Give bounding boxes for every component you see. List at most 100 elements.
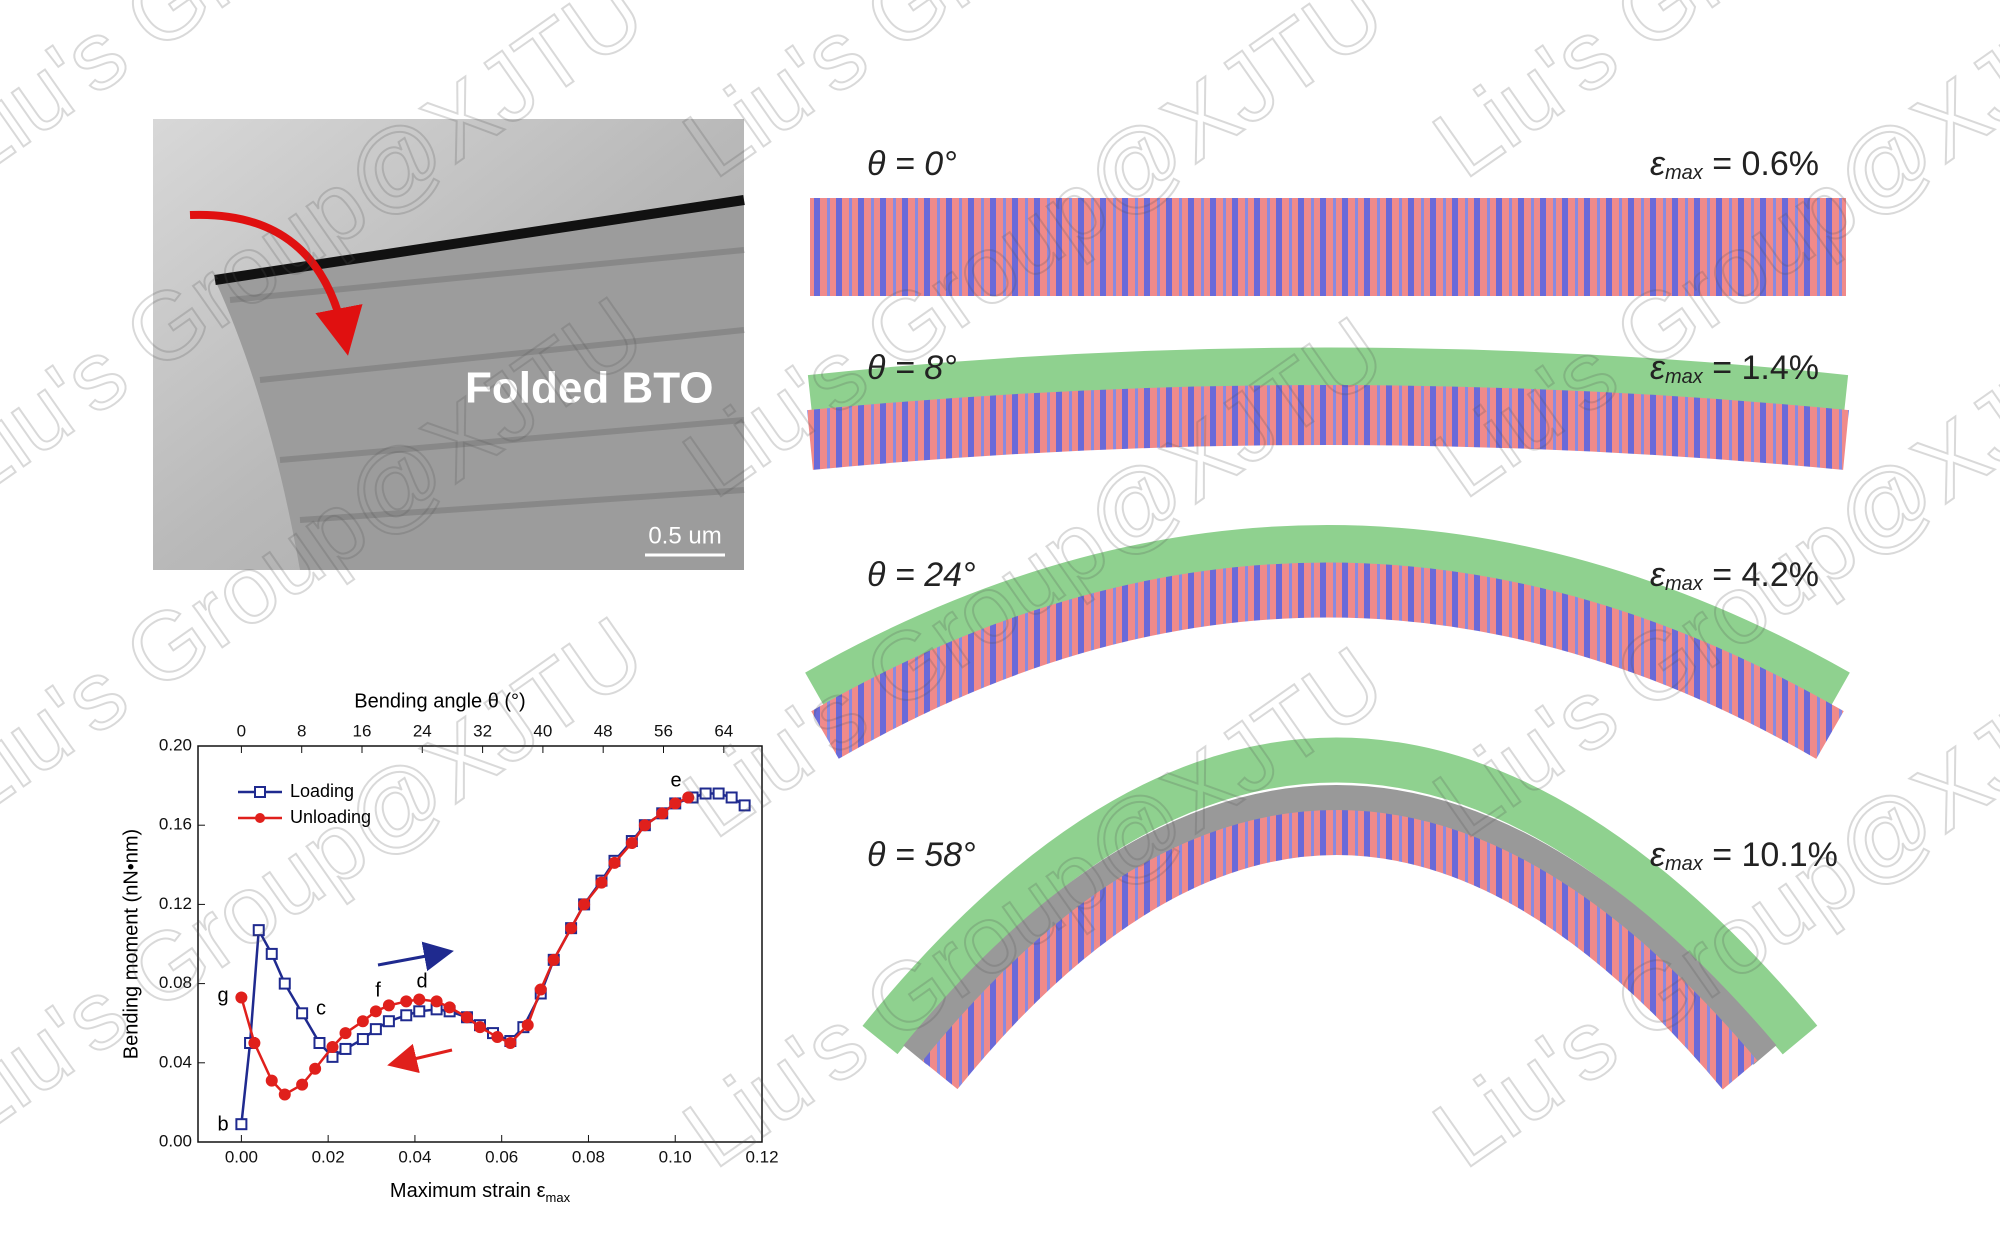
marker [738, 799, 751, 812]
y-axis-label: Bending moment (nN•nm) [120, 829, 142, 1059]
series-line [240, 796, 689, 1097]
y-tick-label: 0.04 [159, 1052, 192, 1071]
marker [265, 947, 278, 960]
watermark: Liu's Group@XJTU [665, 0, 1402, 198]
panel-strain: εmax = 10.1% [1650, 836, 1838, 875]
marker [595, 876, 608, 889]
strain-symbol: ε [1650, 145, 1666, 183]
plot-frame [197, 745, 763, 1143]
marker [578, 898, 591, 911]
strain-sub: max [1665, 366, 1704, 388]
legend-marker [254, 786, 266, 798]
x2-tick-label: 64 [714, 721, 733, 740]
x2-tick-label: 32 [473, 721, 492, 740]
y-tick-label: 0.00 [159, 1131, 192, 1150]
x-axis-label: Maximum strain εmax [390, 1180, 571, 1205]
marker [669, 797, 682, 810]
marker [356, 1015, 369, 1028]
marker [278, 1088, 291, 1101]
y-tick-label: 0.08 [159, 973, 192, 992]
marker [248, 1037, 261, 1049]
marker [400, 995, 413, 1008]
marker [413, 993, 426, 1006]
marker [474, 1021, 486, 1034]
marker [725, 791, 738, 804]
strain-sub: max [1665, 573, 1704, 595]
strain-value: = 1.4% [1703, 349, 1819, 387]
x2-tick-label: 16 [353, 721, 372, 740]
panel-angle: θ = 8° [867, 349, 957, 387]
y-tick-label: 0.12 [159, 894, 192, 913]
marker [712, 787, 725, 800]
marker [296, 1007, 309, 1020]
annotation: f [375, 979, 381, 1001]
strain-sub: max [1665, 853, 1704, 875]
strain-value: = 4.2% [1703, 556, 1819, 594]
marker [534, 983, 547, 996]
marker [491, 1031, 504, 1044]
marker [625, 837, 638, 850]
panel-strain: εmax = 1.4% [1650, 349, 1819, 388]
marker [326, 1040, 339, 1053]
panel-strain: εmax = 4.2% [1650, 556, 1819, 595]
x-label-main: Maximum strain ε [390, 1180, 546, 1202]
marker [265, 1074, 278, 1087]
annotation: g [217, 984, 228, 1006]
watermark: Liu's Group@XJTU [1415, 627, 2000, 1188]
marker [339, 1042, 352, 1055]
strain-value: = 0.6% [1703, 145, 1819, 183]
marker [369, 1005, 382, 1018]
legend-label: Loading [290, 781, 354, 801]
marker [699, 787, 712, 800]
marker [296, 1078, 309, 1091]
strain-symbol: ε [1650, 556, 1666, 594]
x2-tick-label: 48 [594, 721, 613, 740]
annotation: d [416, 970, 427, 992]
marker [369, 1023, 382, 1036]
marker [565, 922, 578, 935]
marker [313, 1037, 326, 1049]
x2-tick-label: 24 [413, 721, 432, 740]
annotation: e [670, 769, 681, 791]
x-tick-label: 0.02 [312, 1147, 345, 1166]
panel-angle: θ = 58° [867, 836, 976, 874]
marker [608, 856, 621, 869]
marker [638, 819, 651, 832]
strain-symbol: ε [1650, 836, 1666, 874]
arrow [387, 1043, 453, 1074]
x2-tick-label: 40 [533, 721, 552, 740]
marker [382, 1015, 395, 1028]
tem-image: Folded BTO 0.5 um [153, 119, 745, 570]
legend-label: Unloading [290, 807, 371, 827]
arrow [377, 941, 454, 972]
marker [460, 1011, 473, 1024]
marker [430, 995, 443, 1008]
marker [521, 1019, 534, 1032]
watermark: Liu's Group@XJTU [0, 597, 663, 1158]
x-label-sub: max [546, 1190, 571, 1205]
x-tick-label: 0.08 [572, 1147, 605, 1166]
marker [682, 791, 695, 804]
image-label: Folded BTO [465, 364, 714, 413]
x2-tick-label: 8 [297, 721, 306, 740]
marker [235, 991, 248, 1004]
panel-strain: εmax = 0.6% [1650, 145, 1819, 184]
marker [547, 953, 560, 966]
x-tick-label: 0.06 [485, 1147, 518, 1166]
marker [656, 807, 669, 820]
x-tick-label: 0.04 [398, 1147, 431, 1166]
x-tick-label: 0.10 [659, 1147, 692, 1166]
series-line [240, 792, 746, 1125]
x-tick-label: 0.00 [225, 1147, 258, 1166]
x2-tick-label: 56 [654, 721, 673, 740]
x2-axis-label: Bending angle θ (°) [354, 690, 525, 712]
strain-value: = 10.1% [1703, 836, 1838, 874]
y-tick-label: 0.16 [159, 815, 192, 834]
marker [382, 999, 395, 1012]
annotation: c [316, 997, 326, 1019]
marker [400, 1009, 413, 1022]
x-tick-label: 0.12 [745, 1147, 778, 1166]
marker [413, 1005, 426, 1018]
y-tick-label: 0.20 [159, 735, 192, 754]
marker [443, 1001, 456, 1014]
